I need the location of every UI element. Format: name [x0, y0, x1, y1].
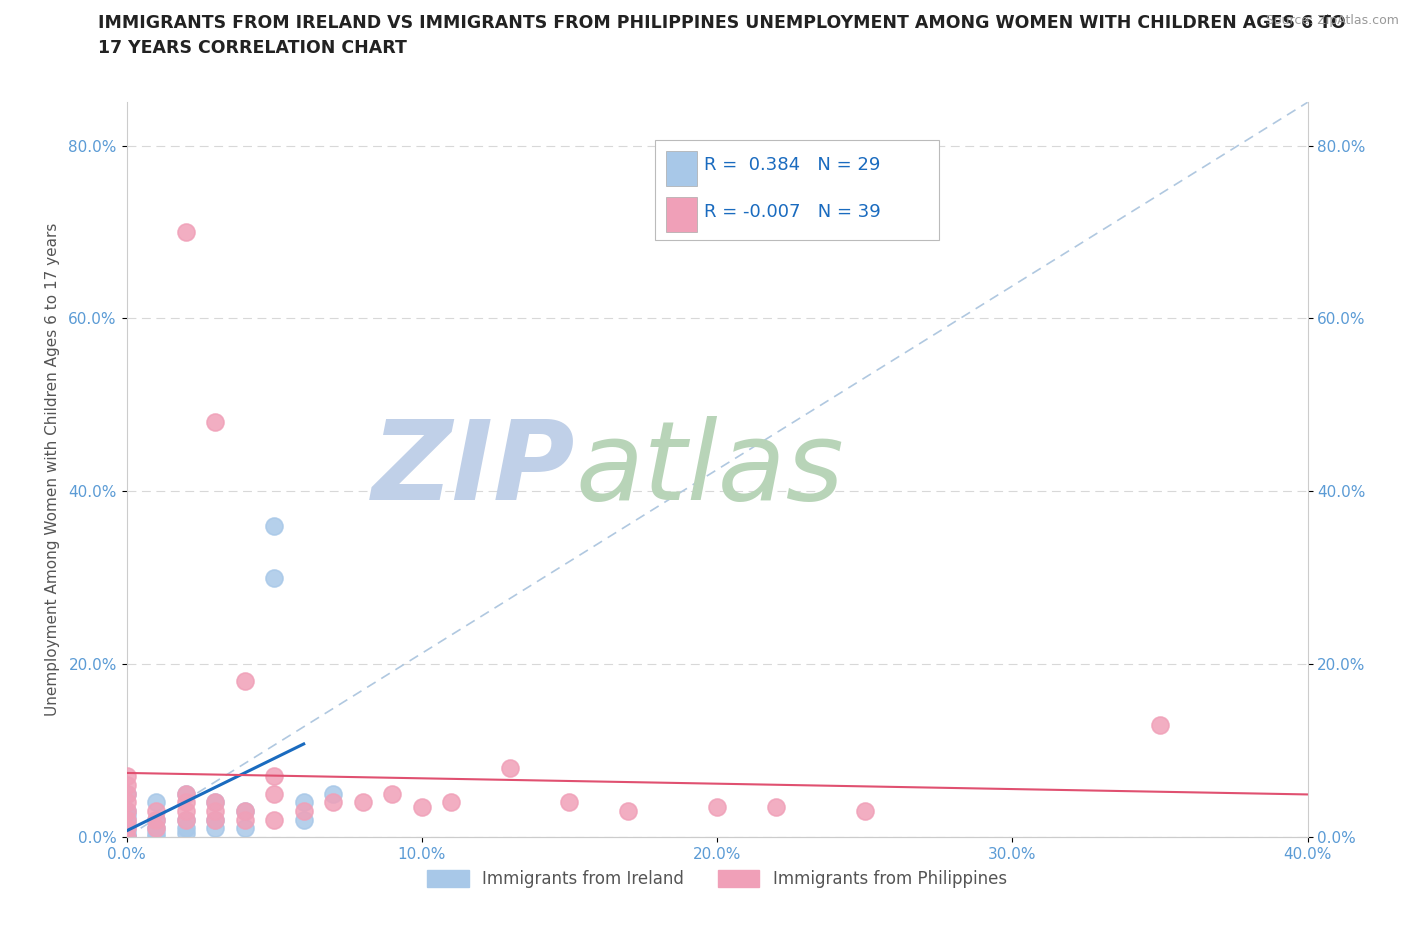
Text: 17 YEARS CORRELATION CHART: 17 YEARS CORRELATION CHART	[98, 39, 408, 57]
Point	[263, 787, 285, 802]
Point	[115, 769, 138, 784]
Point	[292, 804, 315, 818]
Point	[115, 830, 138, 844]
Text: ZIP: ZIP	[371, 416, 575, 524]
Point	[263, 769, 285, 784]
Point	[145, 821, 167, 836]
Point	[1149, 717, 1171, 732]
Point	[322, 787, 344, 802]
Point	[145, 812, 167, 827]
Point	[115, 808, 138, 823]
Point	[145, 804, 167, 818]
Point	[115, 821, 138, 836]
Point	[174, 787, 197, 802]
Point	[174, 825, 197, 840]
Point	[145, 821, 167, 836]
Point	[292, 795, 315, 810]
Point	[174, 821, 197, 836]
Point	[174, 812, 197, 827]
Point	[174, 812, 197, 827]
Point	[145, 830, 167, 844]
Point	[233, 804, 256, 818]
Text: Source: ZipAtlas.com: Source: ZipAtlas.com	[1265, 14, 1399, 27]
Point	[263, 570, 285, 585]
Point	[145, 812, 167, 827]
Point	[115, 821, 138, 836]
Point	[765, 799, 787, 814]
Point	[174, 787, 197, 802]
Point	[233, 812, 256, 827]
Point	[204, 415, 226, 430]
Point	[204, 804, 226, 818]
Point	[204, 821, 226, 836]
Point	[115, 787, 138, 802]
Point	[292, 812, 315, 827]
Point	[853, 804, 876, 818]
Point	[381, 787, 404, 802]
Point	[174, 795, 197, 810]
Text: R = -0.007   N = 39: R = -0.007 N = 39	[704, 204, 882, 221]
Text: R =  0.384   N = 29: R = 0.384 N = 29	[704, 156, 880, 174]
Point	[145, 825, 167, 840]
Text: atlas: atlas	[575, 416, 844, 524]
Point	[115, 804, 138, 818]
Point	[706, 799, 728, 814]
Point	[499, 761, 522, 776]
Point	[115, 825, 138, 840]
Legend: Immigrants from Ireland, Immigrants from Philippines: Immigrants from Ireland, Immigrants from…	[420, 863, 1014, 895]
Point	[204, 795, 226, 810]
Point	[115, 830, 138, 844]
Point	[115, 777, 138, 792]
Point	[233, 674, 256, 689]
Text: IMMIGRANTS FROM IRELAND VS IMMIGRANTS FROM PHILIPPINES UNEMPLOYMENT AMONG WOMEN : IMMIGRANTS FROM IRELAND VS IMMIGRANTS FR…	[98, 14, 1346, 32]
Point	[617, 804, 640, 818]
Point	[174, 224, 197, 239]
Point	[145, 795, 167, 810]
Point	[115, 830, 138, 844]
Point	[204, 795, 226, 810]
Point	[352, 795, 374, 810]
Y-axis label: Unemployment Among Women with Children Ages 6 to 17 years: Unemployment Among Women with Children A…	[45, 223, 60, 716]
Point	[115, 830, 138, 844]
Point	[115, 812, 138, 827]
Point	[204, 812, 226, 827]
Point	[233, 821, 256, 836]
Point	[115, 787, 138, 802]
Point	[558, 795, 581, 810]
Point	[174, 804, 197, 818]
Point	[115, 804, 138, 818]
Point	[115, 817, 138, 831]
Point	[115, 812, 138, 827]
Point	[440, 795, 463, 810]
Point	[233, 804, 256, 818]
Point	[263, 812, 285, 827]
Point	[115, 795, 138, 810]
Point	[411, 799, 433, 814]
Point	[204, 812, 226, 827]
Point	[322, 795, 344, 810]
Point	[263, 518, 285, 533]
